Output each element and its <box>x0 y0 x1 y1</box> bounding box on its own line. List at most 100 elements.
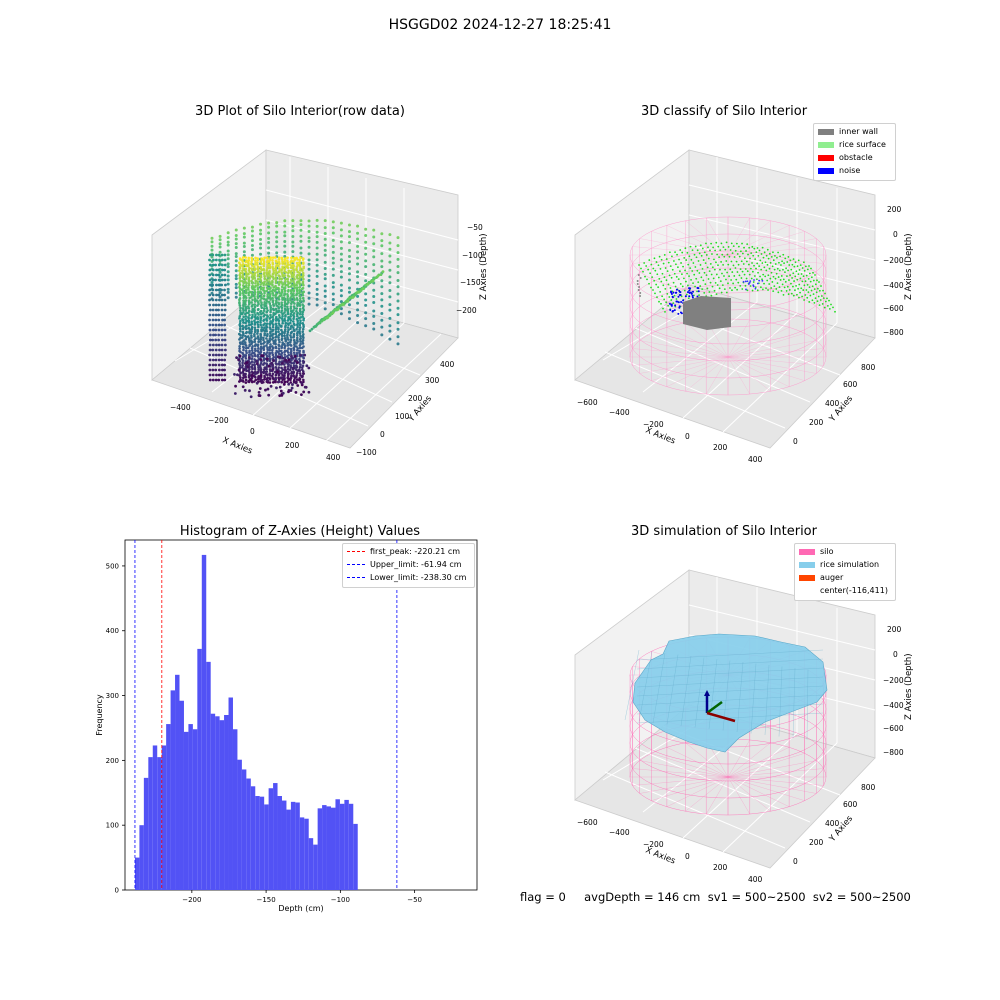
raw-point <box>208 378 212 382</box>
rice-surface-point <box>734 249 737 252</box>
rice-surface-point <box>768 267 771 270</box>
raw-point <box>347 260 351 264</box>
rice-surface-point <box>698 252 701 255</box>
raw-point <box>396 251 400 255</box>
rice-surface-point <box>723 255 726 258</box>
raw-point <box>323 267 327 271</box>
raw-point <box>289 331 293 335</box>
raw-point <box>234 274 238 278</box>
raw-point <box>241 364 244 367</box>
raw-point <box>268 266 272 270</box>
rice-surface-point <box>710 273 713 276</box>
raw-point <box>323 237 327 241</box>
raw-point <box>277 327 280 331</box>
raw-point <box>302 262 305 265</box>
raw-point <box>250 305 254 308</box>
raw-point <box>388 337 392 341</box>
classify-legend: inner wall rice surface obstacle noise <box>813 123 896 181</box>
raw-point <box>356 294 360 298</box>
rice-surface-point <box>746 289 749 292</box>
raw-point <box>263 370 267 374</box>
rice-surface-point <box>761 262 764 264</box>
raw-point <box>245 275 248 278</box>
raw-point <box>238 304 242 307</box>
simulation-3d-plot: −600 −400 −200 0 200 400 0 200 400 600 8… <box>574 569 914 884</box>
rice-surface-point <box>763 251 766 254</box>
rice-surface-point <box>763 266 766 269</box>
rice-surface-point <box>765 287 767 290</box>
raw-point <box>234 295 238 299</box>
silo-spoke <box>639 254 729 272</box>
rice-surface-point <box>657 264 660 267</box>
raw-point <box>372 235 376 239</box>
raw-point <box>296 298 299 302</box>
raw-point <box>234 384 237 388</box>
raw-point <box>364 227 368 231</box>
raw-point <box>277 352 281 356</box>
raw-point <box>283 250 287 254</box>
rice-surface-point <box>824 292 826 295</box>
raw-point <box>271 329 274 333</box>
raw-point <box>211 313 215 317</box>
raw-point <box>244 367 248 371</box>
rice-surface-point <box>772 259 775 262</box>
x-tick: 200 <box>713 863 728 872</box>
raw-point <box>294 357 298 361</box>
raw-point <box>277 322 281 325</box>
raw-point <box>260 258 264 261</box>
raw-point <box>269 320 272 323</box>
rice-surface-point <box>782 293 785 296</box>
noise-point <box>744 280 747 283</box>
y-tick: 0 <box>380 430 385 439</box>
raw-point <box>256 296 260 299</box>
raw-point <box>269 384 273 388</box>
rice-surface-point <box>658 255 661 258</box>
raw-point <box>372 263 376 267</box>
z-tick: 200 <box>887 205 902 214</box>
rice-surface-point <box>680 262 682 264</box>
raw-point <box>254 375 257 379</box>
rice-surface-point <box>764 275 767 278</box>
rice-surface-point <box>771 281 774 283</box>
raw-point <box>238 302 241 305</box>
raw-point <box>242 348 245 352</box>
raw-point <box>208 328 212 332</box>
raw-point <box>277 258 281 261</box>
raw-point <box>250 330 253 333</box>
raw-point <box>302 336 305 340</box>
rice-surface-point <box>781 283 784 286</box>
rice-surface-point <box>650 286 652 289</box>
rice-surface-point <box>759 275 761 278</box>
auger-z-arrowhead <box>704 690 710 696</box>
rice-surface-point <box>686 251 689 254</box>
raw-point <box>284 358 288 362</box>
raw-point <box>331 298 335 302</box>
raw-point <box>256 274 260 278</box>
raw-point <box>244 375 247 379</box>
raw-point <box>271 275 275 279</box>
raw-point <box>295 313 299 316</box>
rice-surface-point <box>696 249 699 252</box>
rice-surface-point <box>672 281 675 284</box>
raw-point <box>226 231 230 235</box>
raw-point <box>287 372 290 376</box>
rice-surface-point <box>749 285 752 287</box>
raw-point <box>271 291 275 295</box>
raw-point <box>323 219 327 223</box>
raw-point <box>315 292 319 296</box>
raw-point <box>298 332 302 335</box>
y-tick-label: 400 <box>106 627 119 635</box>
raw-point <box>208 308 212 312</box>
raw-point <box>323 232 327 236</box>
rice-surface-point <box>689 267 692 269</box>
raw-point <box>208 303 212 307</box>
rice-surface-point <box>807 277 810 280</box>
raw-point <box>283 280 287 283</box>
silo-spoke <box>666 747 729 778</box>
raw-point <box>289 381 292 384</box>
rice-surface-point <box>690 278 692 281</box>
rice-surface-point <box>670 299 673 301</box>
rice-surface-point <box>792 272 795 275</box>
raw-point <box>244 296 248 300</box>
raw-point <box>250 301 253 304</box>
